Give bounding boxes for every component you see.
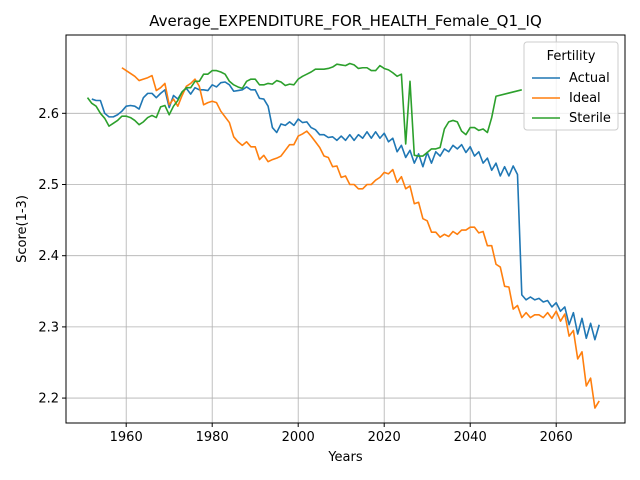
series-line-actual	[91, 81, 600, 341]
x-tick-label: 2000	[282, 430, 315, 445]
x-tick-label: 2060	[540, 430, 573, 445]
series-line-sterile	[86, 62, 522, 157]
legend-title: Fertility	[547, 49, 596, 64]
y-tick-label: 2.3	[38, 320, 59, 335]
legend-label-actual: Actual	[569, 71, 610, 86]
legend-label-ideal: Ideal	[569, 91, 601, 106]
x-tick-label: 2020	[368, 430, 401, 445]
series-line-ideal	[121, 67, 600, 409]
y-tick-label: 2.4	[38, 249, 59, 264]
x-tick-label: 1980	[196, 430, 229, 445]
series-lines	[86, 62, 600, 409]
y-tick-label: 2.5	[38, 178, 59, 193]
plot-frame	[65, 34, 626, 424]
x-tick-label: 2040	[454, 430, 487, 445]
axis-ticks: 1960 1980 2000 2020 2040 2060 2.2 2.3 2.4 2.5 2.6	[38, 107, 572, 445]
y-axis-label: Score(1-3)	[15, 195, 30, 263]
y-tick-label: 2.6	[38, 107, 59, 122]
legend-label-sterile: Sterile	[569, 111, 611, 126]
y-tick-label: 2.2	[38, 392, 59, 407]
legend-box	[523, 41, 619, 131]
x-tick-label: 1960	[110, 430, 143, 445]
legend-items: Actual Ideal Sterile	[532, 71, 611, 126]
x-axis-label: Years	[327, 450, 363, 465]
chart-title: Average_EXPENDITURE_FOR_HEALTH_Female_Q1…	[149, 12, 542, 31]
legend: Fertility Actual Ideal Sterile	[523, 41, 619, 131]
